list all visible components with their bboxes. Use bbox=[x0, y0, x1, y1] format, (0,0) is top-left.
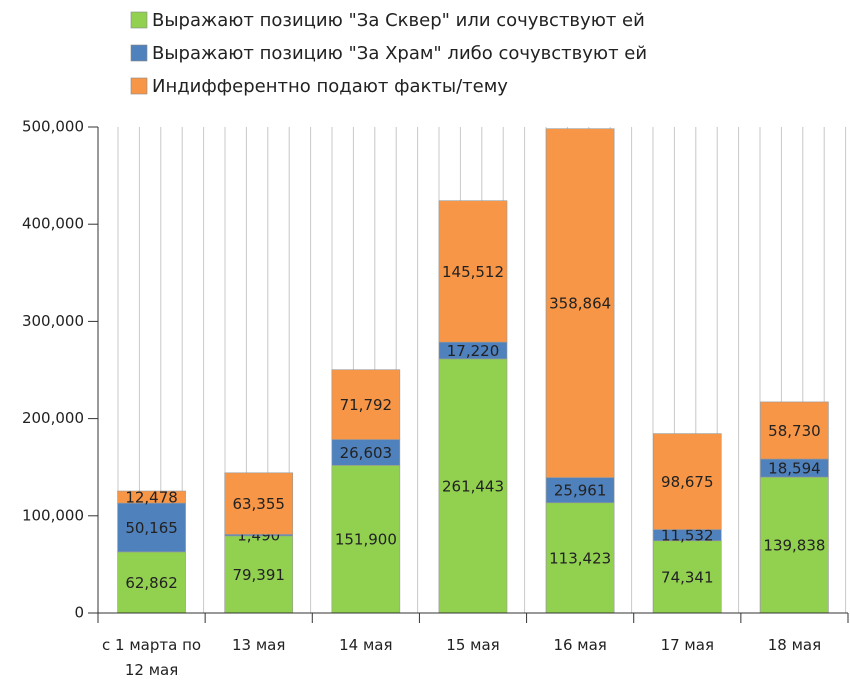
x-tick-label: 13 мая bbox=[232, 636, 286, 654]
data-label: 63,355 bbox=[232, 495, 285, 513]
data-label: 11,532 bbox=[661, 527, 714, 545]
data-label: 74,341 bbox=[661, 568, 714, 586]
data-label: 17,220 bbox=[447, 342, 500, 360]
bar-segment bbox=[224, 472, 294, 535]
y-tick-label: 0 bbox=[74, 604, 84, 622]
x-tick-label: 16 мая bbox=[553, 636, 607, 654]
bar-segment bbox=[224, 535, 294, 614]
data-label: 50,165 bbox=[125, 519, 178, 537]
data-label: 98,675 bbox=[661, 473, 714, 491]
data-label: 113,423 bbox=[549, 549, 611, 567]
x-tick-label: 18 мая bbox=[767, 636, 822, 654]
legend-label: Выражают позицию "За Сквер" или сочувств… bbox=[152, 10, 645, 31]
data-label: 25,961 bbox=[554, 482, 607, 500]
data-label: 151,900 bbox=[335, 531, 397, 549]
x-tick-label: 15 мая bbox=[446, 636, 500, 654]
legend-label: Индифферентно подают факты/тему bbox=[152, 76, 508, 97]
bar-segment bbox=[438, 200, 508, 343]
x-tick-label: 14 мая bbox=[339, 636, 393, 654]
x-tick-label: 17 мая bbox=[660, 636, 714, 654]
data-label: 62,862 bbox=[125, 574, 178, 592]
data-label: 79,391 bbox=[232, 566, 285, 584]
data-label: 358,864 bbox=[549, 295, 611, 313]
data-label: 71,792 bbox=[340, 396, 393, 414]
legend-label: Выражают позицию "За Храм" либо сочувств… bbox=[152, 43, 647, 64]
bar-segment bbox=[331, 439, 401, 466]
y-tick-label: 400,000 bbox=[22, 215, 84, 233]
y-tick-label: 500,000 bbox=[22, 118, 84, 136]
bar-segment bbox=[331, 369, 401, 440]
data-label: 58,730 bbox=[768, 422, 821, 440]
bar-segment bbox=[652, 540, 722, 614]
bar-segment bbox=[760, 476, 829, 614]
legend-swatch bbox=[130, 77, 148, 95]
legend-swatch bbox=[130, 44, 148, 62]
y-tick-label: 200,000 bbox=[22, 409, 84, 427]
bar-segment bbox=[438, 358, 508, 614]
data-label: 18,594 bbox=[768, 460, 821, 478]
data-label: 145,512 bbox=[442, 263, 504, 281]
bar-segment bbox=[545, 502, 615, 614]
bar-segment bbox=[117, 490, 186, 504]
data-label: 139,838 bbox=[763, 537, 825, 555]
y-tick-label: 100,000 bbox=[22, 506, 84, 524]
bar-segment bbox=[652, 433, 722, 530]
bar-segment bbox=[760, 401, 829, 460]
legend-swatch bbox=[130, 11, 148, 29]
bar-segment bbox=[117, 502, 186, 553]
data-label: 26,603 bbox=[340, 444, 393, 462]
bar-segment bbox=[545, 128, 615, 478]
bar-segment bbox=[545, 477, 615, 504]
bar-segment bbox=[331, 465, 401, 614]
data-label: 12,478 bbox=[125, 489, 178, 507]
data-label: 261,443 bbox=[442, 477, 504, 495]
x-tick-label: с 1 марта по 12 мая bbox=[102, 636, 202, 679]
y-tick-label: 300,000 bbox=[22, 312, 84, 330]
